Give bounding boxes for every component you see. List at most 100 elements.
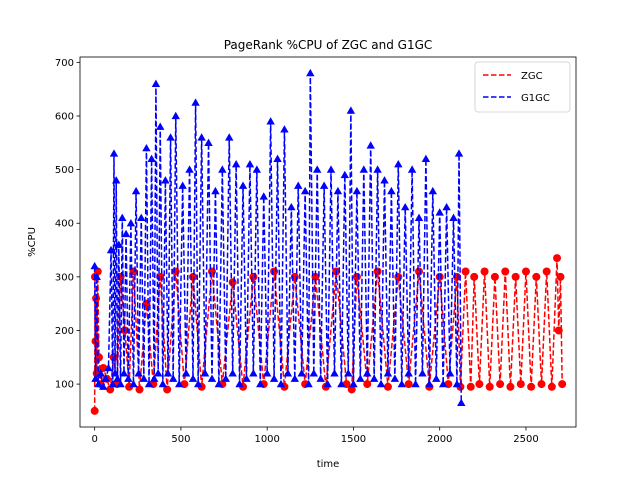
data-point-g1gc bbox=[418, 369, 427, 377]
data-point-g1gc bbox=[337, 379, 346, 388]
data-point-g1gc bbox=[193, 379, 203, 388]
y-tick-label: 400 bbox=[55, 219, 74, 230]
data-point-zgc bbox=[532, 272, 541, 281]
data-point-g1gc bbox=[242, 374, 251, 382]
y-tick-label: 700 bbox=[55, 58, 74, 69]
series-layer bbox=[90, 68, 567, 415]
x-tick-label: 2500 bbox=[513, 434, 538, 445]
data-point-g1gc bbox=[245, 160, 255, 168]
data-point-g1gc bbox=[147, 154, 156, 163]
y-tick-label: 500 bbox=[55, 165, 74, 176]
data-point-g1gc bbox=[333, 186, 343, 195]
data-point-zgc bbox=[511, 272, 520, 281]
data-point-g1gc bbox=[181, 369, 191, 377]
data-point-g1gc bbox=[168, 374, 178, 382]
y-tick-label: 100 bbox=[55, 380, 74, 391]
data-point-g1gc bbox=[151, 79, 161, 87]
data-point-g1gc bbox=[238, 181, 248, 189]
data-point-g1gc bbox=[394, 160, 403, 168]
x-tick-label: 0 bbox=[91, 434, 97, 445]
data-point-g1gc bbox=[144, 379, 154, 388]
plot-frame bbox=[79, 56, 577, 428]
series-line-g1gc bbox=[93, 72, 463, 403]
data-point-zgc bbox=[228, 278, 237, 287]
data-point-g1gc bbox=[191, 98, 200, 106]
x-tick-label: 2000 bbox=[427, 434, 452, 445]
data-point-g1gc bbox=[137, 213, 146, 222]
data-point-zgc bbox=[435, 272, 444, 281]
data-point-zgc bbox=[485, 382, 494, 391]
data-point-g1gc bbox=[457, 398, 466, 407]
data-point-zgc bbox=[547, 382, 556, 391]
data-point-g1gc bbox=[112, 176, 121, 184]
data-point-g1gc bbox=[156, 122, 165, 130]
data-point-g1gc bbox=[225, 133, 234, 141]
data-point-g1gc bbox=[363, 369, 372, 377]
data-point-g1gc bbox=[376, 379, 386, 388]
data-point-g1gc bbox=[452, 379, 462, 388]
data-point-g1gc bbox=[326, 165, 336, 173]
data-point-g1gc bbox=[235, 379, 244, 388]
data-point-g1gc bbox=[249, 369, 258, 377]
legend-label-g1gc: G1GC bbox=[521, 93, 550, 104]
x-tick-label: 500 bbox=[171, 434, 190, 445]
data-point-zgc bbox=[163, 385, 172, 394]
data-point-g1gc bbox=[129, 379, 138, 388]
data-point-g1gc bbox=[313, 165, 322, 173]
data-point-g1gc bbox=[373, 165, 382, 173]
data-point-g1gc bbox=[380, 176, 389, 184]
data-point-g1gc bbox=[421, 154, 431, 163]
data-point-zgc bbox=[207, 267, 216, 276]
data-point-zgc bbox=[553, 254, 562, 263]
data-point-g1gc bbox=[283, 369, 293, 377]
data-point-zgc bbox=[90, 406, 99, 415]
data-point-g1gc bbox=[349, 379, 358, 388]
legend-box bbox=[474, 61, 571, 113]
data-point-g1gc bbox=[94, 379, 103, 388]
data-point-g1gc bbox=[158, 379, 168, 388]
data-point-g1gc bbox=[204, 138, 213, 146]
data-point-g1gc bbox=[366, 141, 375, 149]
data-point-g1gc bbox=[96, 369, 105, 377]
data-point-g1gc bbox=[266, 117, 275, 125]
x-tick-label: 1000 bbox=[254, 434, 279, 445]
data-point-g1gc bbox=[108, 379, 117, 388]
data-point-g1gc bbox=[407, 165, 417, 173]
data-point-g1gc bbox=[92, 272, 101, 281]
data-point-g1gc bbox=[131, 186, 141, 195]
plot-area bbox=[79, 56, 577, 428]
data-point-g1gc bbox=[221, 374, 230, 382]
data-point-g1gc bbox=[425, 379, 434, 388]
data-point-g1gc bbox=[175, 379, 184, 388]
data-point-g1gc bbox=[110, 369, 120, 377]
data-point-g1gc bbox=[323, 379, 332, 388]
data-point-g1gc bbox=[359, 165, 368, 173]
data-point-g1gc bbox=[126, 219, 136, 227]
data-point-g1gc bbox=[316, 374, 325, 382]
data-point-g1gc bbox=[91, 374, 100, 382]
data-point-g1gc bbox=[109, 149, 119, 157]
y-axis-label: %CPU bbox=[27, 227, 38, 257]
data-point-zgc bbox=[521, 267, 530, 276]
data-point-g1gc bbox=[411, 379, 420, 388]
data-point-g1gc bbox=[428, 186, 438, 195]
data-point-zgc bbox=[106, 385, 115, 394]
data-point-zgc bbox=[461, 267, 470, 276]
data-point-zgc bbox=[415, 267, 424, 276]
data-point-g1gc bbox=[113, 374, 122, 382]
data-point-g1gc bbox=[101, 374, 111, 382]
data-point-g1gc bbox=[390, 374, 400, 382]
data-point-g1gc bbox=[290, 374, 299, 382]
data-point-zgc bbox=[527, 382, 536, 391]
data-point-g1gc bbox=[153, 369, 163, 377]
data-point-zgc bbox=[501, 267, 510, 276]
data-point-zgc bbox=[506, 382, 515, 391]
data-point-g1gc bbox=[121, 229, 131, 238]
data-point-zgc bbox=[352, 272, 361, 281]
data-point-g1gc bbox=[432, 374, 441, 382]
data-point-g1gc bbox=[188, 374, 198, 382]
y-tick-label: 600 bbox=[55, 111, 74, 122]
legend-label-zgc: ZGC bbox=[521, 71, 543, 82]
data-point-g1gc bbox=[228, 369, 237, 377]
